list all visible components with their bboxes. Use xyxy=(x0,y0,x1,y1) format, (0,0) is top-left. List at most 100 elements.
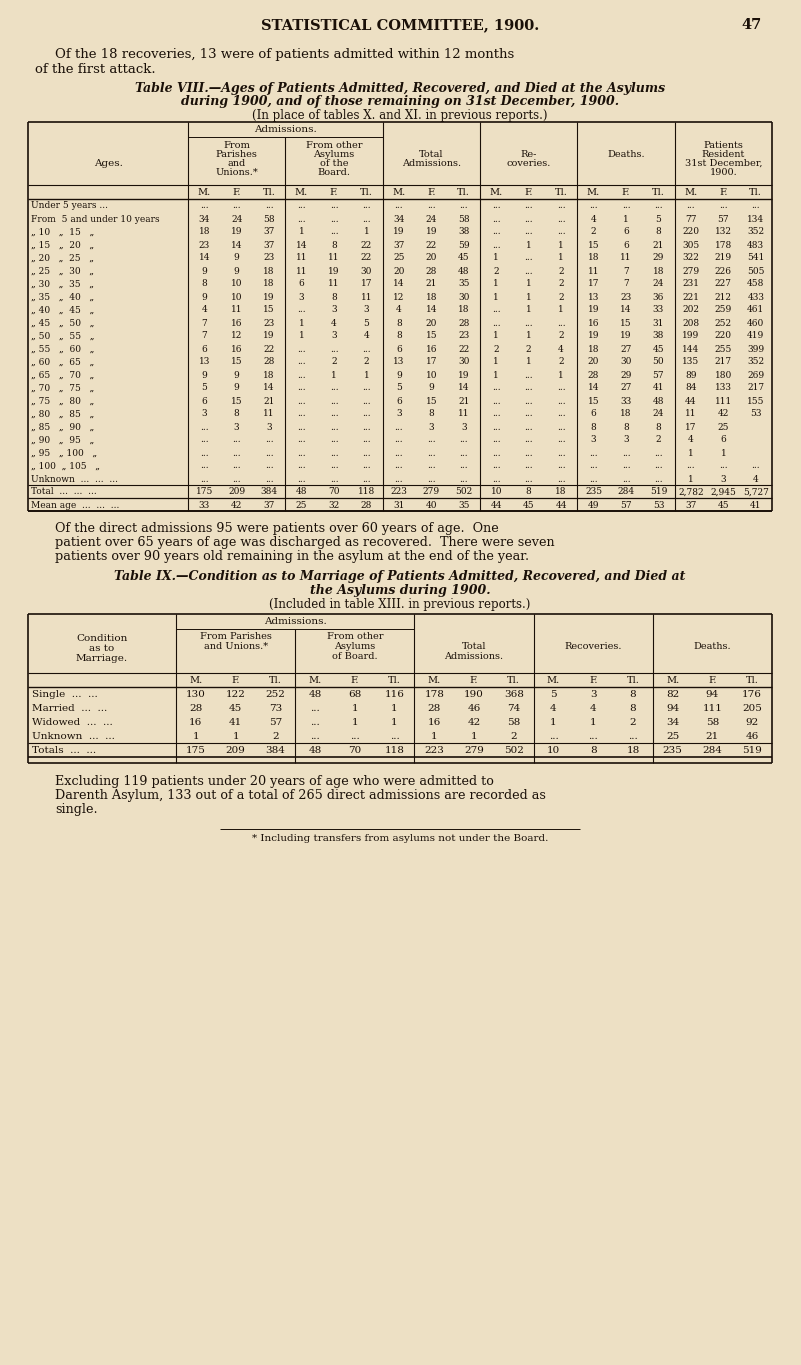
Text: 226: 226 xyxy=(714,266,732,276)
Text: 460: 460 xyxy=(747,318,764,328)
Text: ...: ... xyxy=(330,202,338,210)
Text: 45: 45 xyxy=(523,501,534,509)
Text: 133: 133 xyxy=(714,384,732,393)
Text: 11: 11 xyxy=(296,266,308,276)
Text: Admissions.: Admissions. xyxy=(264,617,327,627)
Text: 13: 13 xyxy=(199,358,210,366)
Text: 4: 4 xyxy=(396,306,402,314)
Text: „ 90   „  95   „: „ 90 „ 95 „ xyxy=(31,435,95,445)
Text: 19: 19 xyxy=(393,228,405,236)
Text: ...: ... xyxy=(297,475,306,483)
Text: 2: 2 xyxy=(558,292,564,302)
Text: ...: ... xyxy=(265,202,273,210)
Text: 175: 175 xyxy=(186,747,206,755)
Text: ...: ... xyxy=(557,214,566,224)
Text: STATISTICAL COMMITTEE, 1900.: STATISTICAL COMMITTEE, 1900. xyxy=(261,18,539,31)
Text: 8: 8 xyxy=(201,280,207,288)
Text: 11: 11 xyxy=(685,410,697,419)
Text: 1: 1 xyxy=(558,306,564,314)
Text: ...: ... xyxy=(590,461,598,471)
Text: 8: 8 xyxy=(630,704,636,713)
Text: 21: 21 xyxy=(706,732,719,741)
Text: 30: 30 xyxy=(458,292,469,302)
Text: 18: 18 xyxy=(555,487,567,497)
Text: Admissions.: Admissions. xyxy=(445,652,504,661)
Text: Unknown  ...  ...  ...: Unknown ... ... ... xyxy=(31,475,118,483)
Text: ...: ... xyxy=(427,461,436,471)
Text: 2: 2 xyxy=(591,228,597,236)
Text: 42: 42 xyxy=(718,410,729,419)
Text: ...: ... xyxy=(362,461,371,471)
Text: 20: 20 xyxy=(425,318,437,328)
Text: „ 100  „ 105   „: „ 100 „ 105 „ xyxy=(31,461,100,471)
Text: 3: 3 xyxy=(721,475,727,483)
Text: 42: 42 xyxy=(467,718,481,728)
Text: 2: 2 xyxy=(558,332,564,340)
Text: 2: 2 xyxy=(272,732,279,741)
Text: ...: ... xyxy=(492,475,501,483)
Text: 16: 16 xyxy=(588,318,599,328)
Text: 190: 190 xyxy=(464,689,484,699)
Text: 502: 502 xyxy=(504,747,524,755)
Text: M.: M. xyxy=(308,676,322,685)
Text: 2: 2 xyxy=(364,358,369,366)
Text: ...: ... xyxy=(557,384,566,393)
Text: 28: 28 xyxy=(428,704,441,713)
Text: 11: 11 xyxy=(360,292,372,302)
Text: Under 5 years ...: Under 5 years ... xyxy=(31,202,108,210)
Text: 28: 28 xyxy=(425,266,437,276)
Text: 73: 73 xyxy=(268,704,282,713)
Text: Total: Total xyxy=(461,642,486,651)
Text: 82: 82 xyxy=(666,689,679,699)
Text: 6: 6 xyxy=(720,435,727,445)
Text: ...: ... xyxy=(549,732,558,741)
Text: 14: 14 xyxy=(393,280,405,288)
Text: 7: 7 xyxy=(623,280,629,288)
Text: ...: ... xyxy=(492,423,501,431)
Text: 6: 6 xyxy=(623,240,629,250)
Text: 7: 7 xyxy=(201,332,207,340)
Text: ...: ... xyxy=(557,435,566,445)
Text: ...: ... xyxy=(395,202,403,210)
Text: „ 65   „  70   „: „ 65 „ 70 „ xyxy=(31,370,95,379)
Text: From other: From other xyxy=(327,632,383,642)
Text: ...: ... xyxy=(200,423,208,431)
Text: 322: 322 xyxy=(682,254,699,262)
Text: ...: ... xyxy=(525,370,533,379)
Text: „ 60   „  65   „: „ 60 „ 65 „ xyxy=(31,358,95,366)
Text: 3: 3 xyxy=(396,410,401,419)
Text: 19: 19 xyxy=(588,306,599,314)
Text: of the: of the xyxy=(320,158,348,168)
Text: 209: 209 xyxy=(228,487,245,497)
Text: 38: 38 xyxy=(653,332,664,340)
Text: ...: ... xyxy=(362,410,371,419)
Text: 217: 217 xyxy=(714,358,732,366)
Text: 505: 505 xyxy=(747,266,764,276)
Text: 9: 9 xyxy=(234,384,239,393)
Text: M.: M. xyxy=(295,188,308,197)
Text: 14: 14 xyxy=(231,240,243,250)
Text: 3: 3 xyxy=(364,306,369,314)
Text: 519: 519 xyxy=(743,747,762,755)
Text: ...: ... xyxy=(525,318,533,328)
Text: F.: F. xyxy=(622,188,630,197)
Text: ...: ... xyxy=(719,202,727,210)
Text: 2: 2 xyxy=(558,358,564,366)
Text: ...: ... xyxy=(654,461,662,471)
Text: 37: 37 xyxy=(685,501,697,509)
Text: 15: 15 xyxy=(264,306,275,314)
Text: From  5 and under 10 years: From 5 and under 10 years xyxy=(31,214,159,224)
Text: 8: 8 xyxy=(655,423,662,431)
Text: 12: 12 xyxy=(393,292,405,302)
Text: 541: 541 xyxy=(747,254,764,262)
Text: 13: 13 xyxy=(588,292,599,302)
Text: ...: ... xyxy=(297,449,306,457)
Text: 19: 19 xyxy=(458,370,469,379)
Text: Darenth Asylum, 133 out of a total of 265 direct admissions are recorded as: Darenth Asylum, 133 out of a total of 26… xyxy=(55,789,545,803)
Text: ...: ... xyxy=(557,410,566,419)
Text: 9: 9 xyxy=(234,370,239,379)
Text: 28: 28 xyxy=(189,704,203,713)
Text: 3: 3 xyxy=(299,292,304,302)
Text: 1: 1 xyxy=(493,254,499,262)
Text: ...: ... xyxy=(557,475,566,483)
